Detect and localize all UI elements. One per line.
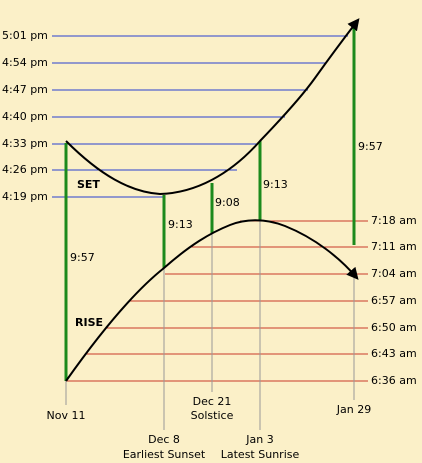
sunset-guides [52,35,348,198]
time-label: 4:47 pm [2,83,48,96]
duration-label: 9:08 [215,196,240,209]
duration-label: 9:57 [358,140,383,153]
date-note: Solstice [191,409,234,422]
curve-label: RISE [75,316,103,329]
date-label: Dec 8 [148,433,180,446]
day-length-bars [64,27,356,381]
time-label: 6:50 am [371,321,417,334]
date-label: Jan 3 [245,433,273,446]
time-label: 5:01 pm [2,29,48,42]
time-label: 6:36 am [371,374,417,387]
sunset-curve [65,18,360,196]
time-label: 6:43 am [371,347,417,360]
date-note: Earliest Sunset [123,448,206,461]
time-label: 4:54 pm [2,56,48,69]
duration-label: 9:13 [168,218,193,231]
sunset-labels: 5:01 pm 4:54 pm 4:47 pm 4:40 pm 4:33 pm … [2,29,48,203]
date-labels: Nov 11 Dec 8 Earliest Sunset Dec 21 Sols… [47,395,372,461]
date-note: Latest Sunrise [221,448,300,461]
duration-label: 9:57 [70,251,95,264]
time-label: 4:26 pm [2,163,48,176]
time-label: 4:40 pm [2,110,48,123]
time-label: 7:18 am [371,214,417,227]
time-label: 4:19 pm [2,190,48,203]
date-guides [65,220,355,430]
date-label: Jan 29 [336,403,371,416]
sunrise-labels: 7:18 am 7:11 am 7:04 am 6:57 am 6:50 am … [371,214,417,387]
time-label: 7:11 am [371,240,417,253]
date-label: Nov 11 [47,409,86,422]
time-label: 7:04 am [371,267,417,280]
date-label: Dec 21 [193,395,232,408]
time-label: 4:33 pm [2,137,48,150]
time-label: 6:57 am [371,294,417,307]
duration-label: 9:13 [263,178,288,191]
sunrise-curve [65,219,359,382]
curve-label: SET [77,178,100,191]
